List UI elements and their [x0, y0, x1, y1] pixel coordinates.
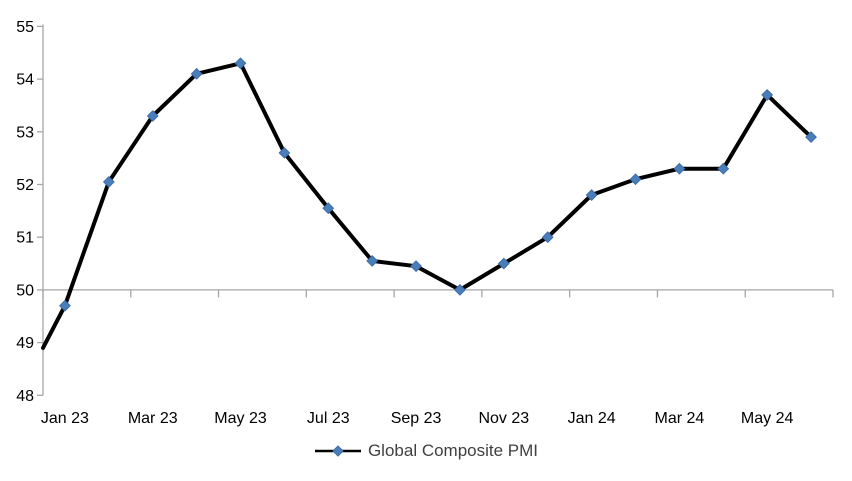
- y-axis-tick-label: 51: [16, 230, 34, 247]
- data-point-marker: [102, 175, 115, 188]
- pmi-line-series: [41, 61, 814, 350]
- data-point-marker: [190, 67, 203, 80]
- data-point-marker: [497, 257, 510, 270]
- data-point-marker: [717, 162, 730, 175]
- x-axis-tick-label: Mar 24: [654, 410, 704, 427]
- data-point-marker: [761, 89, 774, 101]
- data-point-marker: [585, 189, 598, 201]
- legend-diamond-marker-icon: [332, 445, 344, 457]
- data-point-marker: [410, 260, 422, 273]
- x-axis-tick-label: Nov 23: [478, 410, 529, 427]
- y-axis-tick-label: 48: [16, 388, 34, 405]
- y-axis-tick-label: 55: [16, 19, 34, 36]
- y-axis-tick-label: 53: [16, 124, 34, 141]
- data-point-marker: [59, 299, 71, 312]
- y-axis-tick-label: 49: [16, 335, 34, 352]
- y-axis-tick-label: 52: [16, 177, 34, 194]
- data-point-marker: [234, 57, 247, 70]
- data-point-marker: [673, 162, 686, 175]
- x-axis-tick-label: Jan 23: [41, 410, 89, 427]
- data-point-marker: [146, 110, 159, 122]
- data-point-marker: [629, 173, 642, 186]
- data-point-marker: [541, 231, 554, 244]
- data-point-marker: [366, 255, 379, 267]
- x-axis-tick-label: Jul 23: [307, 410, 350, 427]
- legend-label: Global Composite PMI: [367, 441, 539, 460]
- data-point-marker: [278, 146, 291, 159]
- x-axis-tick-label: Sep 23: [391, 410, 442, 427]
- data-point-marker: [805, 131, 817, 143]
- y-axis-tick-label: 50: [16, 282, 34, 299]
- legend-line-marker-sample: [314, 445, 361, 457]
- x-axis-tick-label: Jan 24: [568, 410, 616, 427]
- legend: Global Composite PMI: [0, 441, 852, 461]
- data-point-marker: [322, 202, 335, 215]
- x-axis-tick-label: May 24: [741, 410, 794, 427]
- data-point-marker: [454, 283, 466, 296]
- y-axis-tick-label: 54: [16, 72, 34, 89]
- x-axis-tick-label: May 23: [214, 410, 267, 427]
- x-axis-tick-label: Mar 23: [128, 410, 178, 427]
